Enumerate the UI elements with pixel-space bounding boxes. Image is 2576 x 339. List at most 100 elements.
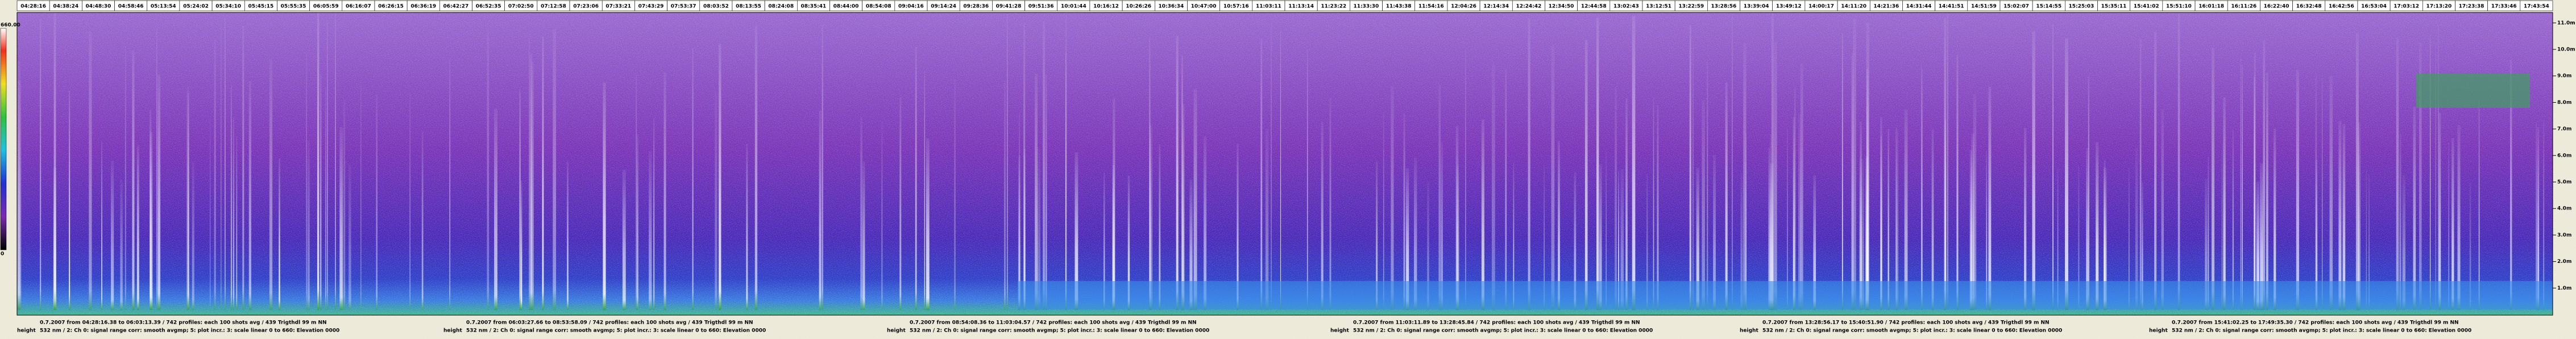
time-label: 08:44:00 [833, 4, 859, 10]
cloud-streak [1271, 23, 1272, 310]
time-label: 16:11:26 [2231, 4, 2256, 10]
cloud-streak [860, 117, 862, 310]
cloud-streak [360, 81, 362, 311]
cloud-streak [248, 81, 251, 311]
cloud-streak [1657, 105, 1659, 310]
cloud-streak [542, 36, 544, 310]
cloud-streak [2052, 23, 2054, 311]
cloud-streak [325, 87, 326, 311]
cloud-streak [1632, 16, 1636, 311]
cloud-streak [2537, 127, 2540, 310]
cloud-streak [1646, 174, 1648, 310]
cloud-streak [1896, 129, 1898, 310]
cloud-streak [1438, 84, 1441, 310]
cloud-streak [2139, 38, 2142, 310]
cloud-streak [1528, 18, 1530, 311]
time-label: 06:26:15 [378, 4, 404, 10]
cloud-streak [567, 161, 569, 310]
cloud-streak [553, 29, 557, 310]
cloud-streak [924, 70, 926, 311]
time-label: 16:22:40 [2264, 4, 2289, 10]
height-label: 7.0m [2557, 127, 2571, 132]
height-label: 9.0m [2557, 73, 2571, 79]
cloud-streak [2438, 112, 2441, 310]
cloud-streak [1023, 149, 1026, 310]
cloud-streak [1329, 97, 1331, 310]
cloud-streak [1265, 129, 1269, 311]
time-label: 13:28:56 [1711, 4, 1737, 10]
time-label: 11:54:16 [1418, 4, 1444, 10]
time-label: 17:43:54 [2524, 4, 2549, 10]
cloud-streak [2266, 72, 2268, 310]
cloud-streak [715, 91, 717, 310]
cloud-streak [529, 53, 533, 310]
cloud-streak [603, 82, 606, 311]
time-label: 09:51:36 [1028, 4, 1054, 10]
cloud-streak [2096, 142, 2099, 311]
cloud-streak [1427, 182, 1429, 310]
time-label: 12:44:58 [1581, 4, 1607, 10]
cloud-streak [1037, 148, 1040, 310]
cloud-streak [1653, 97, 1654, 310]
time-label: 11:23:22 [1321, 4, 1346, 10]
cloud-streak [2451, 138, 2454, 310]
cloud-streak [1707, 58, 1708, 311]
time-label: 09:41:28 [996, 4, 1022, 10]
cloud-streak [2536, 122, 2537, 311]
caption-line: 0.7.2007 from 08:54:08.36 to 11:03:04.57… [910, 320, 1197, 326]
cloud-streak [1931, 129, 1934, 310]
cloud-streak [1376, 161, 1378, 310]
cloud-streak [1904, 110, 1908, 310]
cloud-streaks [17, 12, 2553, 311]
caption-line: 532 nm / 2: Ch 0: signal range corr: smo… [2172, 328, 2471, 334]
cloud-streak [1004, 80, 1006, 311]
cloud-streak [1880, 117, 1882, 310]
cloud-streak [2208, 156, 2209, 310]
cloud-streak [1544, 165, 1545, 310]
time-label: 14:21:36 [1873, 4, 1899, 10]
cloud-streak [1922, 69, 1923, 310]
cloud-streak [1971, 133, 1974, 310]
cloud-streak [1861, 158, 1864, 310]
cloud-streak [1441, 141, 1443, 310]
cloud-streak [1065, 52, 1067, 310]
cloud-streak [1112, 165, 1115, 310]
cloud-streak [2161, 109, 2164, 311]
caption-line: 0.7.2007 from 13:28:56.17 to 15:40:51.90… [1762, 320, 2050, 326]
cloud-streak [954, 78, 956, 310]
cloud-streak [1615, 87, 1617, 310]
time-label: 14:41:51 [1939, 4, 1964, 10]
time-label: 04:48:30 [86, 4, 111, 10]
cloud-streak [494, 108, 497, 310]
colorbar [0, 28, 7, 250]
boundary-layer [1018, 281, 2553, 309]
cloud-streak [1696, 168, 1699, 310]
height-label: 8.0m [2557, 100, 2571, 106]
height-label: 1.0m [2557, 286, 2571, 291]
time-label: 05:24:02 [183, 4, 209, 10]
cloud-streak [2065, 38, 2068, 310]
time-label: 09:04:16 [898, 4, 924, 10]
cloud-streak [1574, 172, 1577, 310]
cloud-streak [40, 19, 42, 310]
cloud-streak [1969, 150, 1972, 310]
cloud-streak [2413, 107, 2416, 310]
time-label: 13:39:04 [1744, 4, 1769, 10]
cloud-streak [1513, 162, 1515, 310]
time-label: 11:03:11 [1256, 4, 1281, 10]
time-label: 06:16:07 [346, 4, 371, 10]
cloud-streak [1193, 89, 1197, 310]
cloud-streak [1321, 122, 1324, 310]
cloud-streak [1403, 113, 1405, 311]
cloud-streak [120, 179, 123, 310]
caption-height: height [887, 328, 906, 334]
cloud-streak [1204, 136, 1207, 310]
cloud-streak [233, 117, 235, 311]
time-label: 08:24:08 [768, 4, 794, 10]
cloud-streak [2088, 76, 2089, 310]
cloud-streak [2256, 181, 2260, 310]
cloud-streak [136, 145, 139, 310]
cloud-streak [279, 158, 280, 310]
caption-line: 532 nm / 2: Ch 0: signal range corr: smo… [466, 328, 766, 334]
